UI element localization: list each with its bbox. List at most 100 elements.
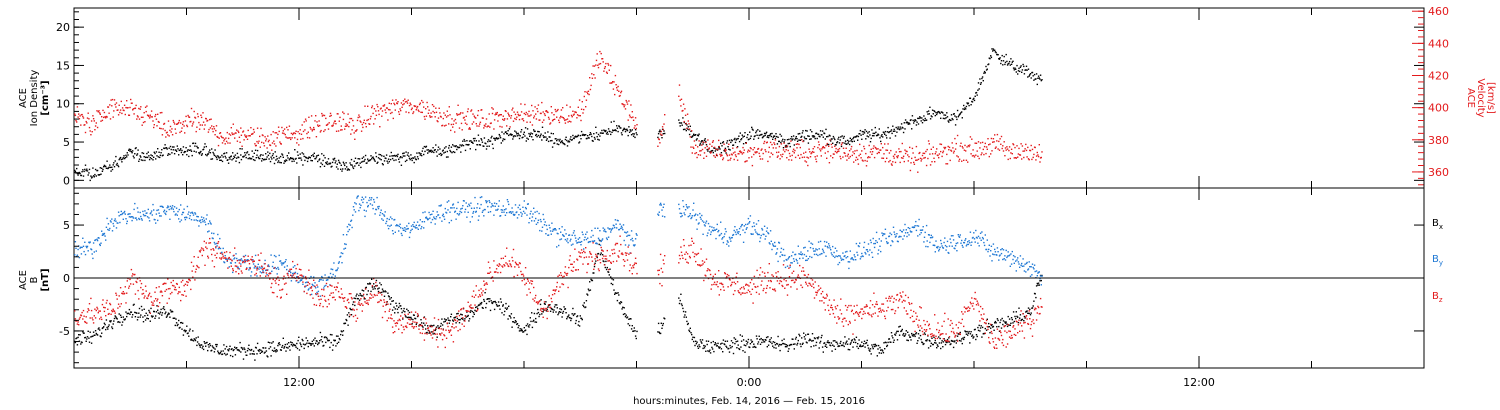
plasma-data-point <box>767 135 769 137</box>
plasma-data-point <box>788 159 790 161</box>
plasma-data-point <box>629 116 631 118</box>
bfield-data-point <box>257 263 259 265</box>
plasma-data-point <box>356 119 359 122</box>
plasma-data-point <box>484 125 486 127</box>
plasma-data-point <box>967 102 970 104</box>
bfield-data-point <box>879 346 881 349</box>
bfield-data-point <box>107 325 110 328</box>
plasma-data-point <box>602 132 604 134</box>
plasma-data-point <box>135 147 137 149</box>
plasma-data-point <box>202 121 205 123</box>
plasma-data-point <box>946 163 949 165</box>
plasma-data-point <box>514 117 516 120</box>
plasma-data-point <box>827 150 829 153</box>
plasma-data-point <box>887 143 889 145</box>
bfield-data-point <box>898 334 901 336</box>
plasma-data-point <box>335 123 337 125</box>
plasma-data-point <box>211 125 213 127</box>
plasma-data-point <box>770 135 772 138</box>
bfield-data-point <box>220 350 222 352</box>
bfield-data-point <box>557 313 559 316</box>
bfield-data-point <box>152 315 154 317</box>
bfield-data-point <box>799 343 801 345</box>
plasma-data-point <box>366 162 368 164</box>
plasma-data-point <box>792 138 794 140</box>
plasma-data-point <box>588 93 590 96</box>
bfield-data-point <box>471 216 473 218</box>
plasma-data-point <box>807 157 810 159</box>
plasma-data-point <box>921 154 924 157</box>
plasma-data-point <box>383 105 385 107</box>
bfield-data-point <box>109 320 111 322</box>
plasma-data-point <box>111 166 113 168</box>
plasma-data-point <box>355 130 357 132</box>
bfield-data-point <box>479 207 481 209</box>
bfield-data-point <box>709 349 711 351</box>
plasma-data-point <box>769 141 772 144</box>
bfield-data-point <box>187 213 189 215</box>
plasma-data-point <box>101 167 103 169</box>
bfield-data-point <box>497 205 500 207</box>
bfield-data-point <box>207 223 210 225</box>
bfield-data-point <box>456 213 459 215</box>
plasma-data-point <box>348 169 351 171</box>
plasma-data-point <box>560 109 563 111</box>
bfield-data-point <box>618 302 621 304</box>
bfield-data-point <box>833 345 835 347</box>
plasma-data-point <box>225 137 227 139</box>
plasma-data-point <box>613 81 615 83</box>
plasma-data-point <box>265 153 267 155</box>
bfield-data-point <box>367 290 369 292</box>
bfield-data-point <box>460 208 462 210</box>
bfield-data-point <box>892 337 894 339</box>
plasma-data-point <box>703 139 706 141</box>
plasma-data-point <box>602 61 604 63</box>
plasma-data-point <box>84 164 87 166</box>
plasma-data-point <box>182 146 185 148</box>
plasma-data-point <box>916 159 918 161</box>
plasma-data-point <box>513 111 515 113</box>
bfield-data-point <box>146 216 149 218</box>
plasma-data-point <box>983 70 986 73</box>
plasma-data-point <box>754 135 756 137</box>
plasma-data-point <box>769 156 771 158</box>
bfield-data-point <box>811 333 814 335</box>
plasma-data-point <box>740 151 743 153</box>
plasma-data-point <box>404 160 407 163</box>
plasma-data-point <box>1015 68 1017 70</box>
plasma-data-point <box>994 134 996 136</box>
bfield-data-point <box>77 336 79 339</box>
bfield-data-point <box>410 229 412 232</box>
plasma-data-point <box>559 117 561 119</box>
plasma-data-point <box>778 151 780 153</box>
bfield-data-point <box>322 345 324 347</box>
bfield-data-point <box>867 347 870 349</box>
plasma-data-point <box>928 143 930 145</box>
magnetic-field-series <box>74 195 1043 361</box>
bfield-data-point <box>322 279 324 281</box>
plasma-data-point <box>829 139 831 141</box>
plasma-data-point <box>838 150 840 152</box>
bfield-data-point <box>298 349 301 351</box>
bfield-data-point <box>704 345 706 347</box>
bfield-data-point <box>510 212 513 214</box>
bfield-data-point <box>199 346 201 348</box>
bfield-data-point <box>572 307 574 310</box>
plasma-data-point <box>579 134 581 137</box>
bfield-data-point <box>868 349 870 351</box>
plasma-data-point <box>769 134 771 136</box>
plasma-data-point <box>757 129 759 131</box>
bfield-data-point <box>128 312 130 315</box>
bfield-data-point <box>128 216 131 218</box>
bfield-data-point <box>747 338 750 341</box>
plasma-data-point <box>597 138 599 141</box>
bfield-data-point <box>857 343 859 345</box>
bfield-data-point <box>825 343 827 346</box>
plasma-data-point <box>853 152 855 155</box>
plasma-data-point <box>861 130 864 133</box>
plasma-data-point <box>763 142 765 145</box>
plasma-data-point <box>186 125 189 128</box>
bfield-data-point <box>133 303 135 306</box>
bfield-data-point <box>215 343 217 346</box>
